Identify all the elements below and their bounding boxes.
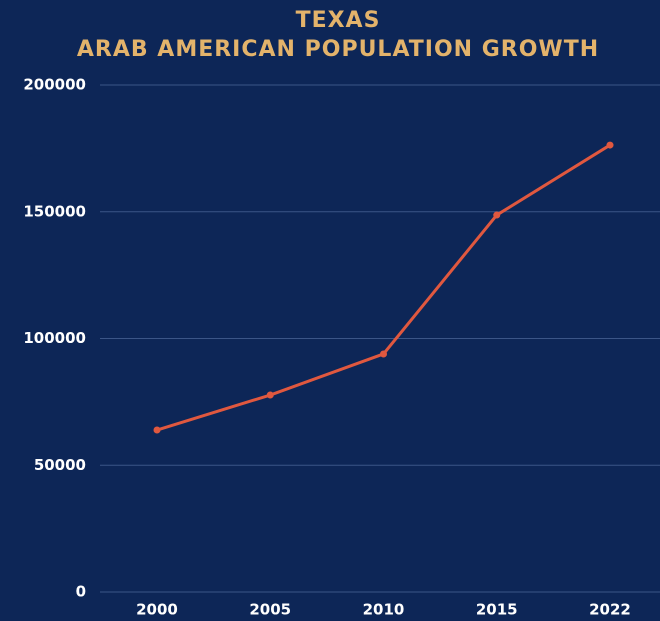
point bbox=[606, 141, 614, 149]
chart-title: TEXAS bbox=[296, 8, 381, 33]
y-tick-label: 200000 bbox=[23, 76, 86, 94]
y-tick-label: 150000 bbox=[23, 202, 86, 220]
x-tick-label: 2000 bbox=[136, 601, 178, 619]
point bbox=[266, 391, 274, 399]
x-tick-label: 2022 bbox=[589, 601, 631, 619]
point bbox=[153, 426, 161, 434]
y-tick-label: 100000 bbox=[23, 329, 86, 347]
y-tick-label: 50000 bbox=[34, 456, 86, 474]
point bbox=[380, 350, 387, 358]
y-tick-label: 0 bbox=[76, 583, 86, 601]
x-tick-label: 2015 bbox=[476, 601, 518, 619]
x-tick-label: 2010 bbox=[363, 601, 405, 619]
point bbox=[493, 211, 501, 219]
x-tick-label: 2005 bbox=[249, 601, 291, 619]
chart-subtitle: ARAB AMERICAN POPULATION GROWTH bbox=[77, 37, 599, 62]
